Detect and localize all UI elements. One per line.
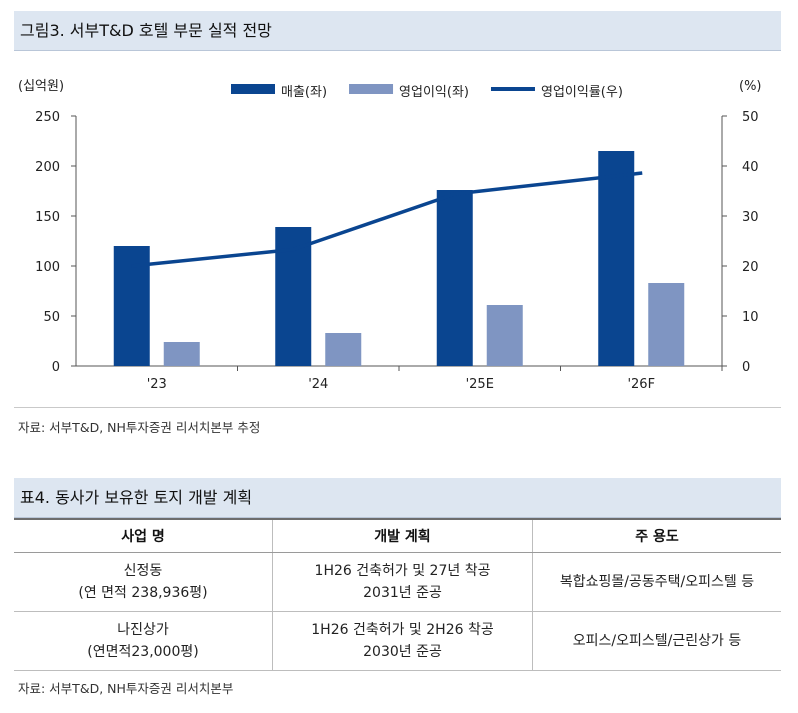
table-row: 신정동 (연 면적 238,936평) 1H26 건축허가 및 27년 착공 2… <box>14 552 781 612</box>
land-development-table: 사업 명 개발 계획 주 용도 신정동 (연 면적 238,936평) 1H26… <box>14 518 781 671</box>
main-use-cell: 복합쇼핑몰/공동주택/오피스텔 등 <box>532 552 781 612</box>
project-name-cell: 신정동 (연 면적 238,936평) <box>14 552 273 612</box>
figure-title: 그림3. 서부T&D 호텔 부문 실적 전망 <box>14 11 781 51</box>
chart-bottom-divider <box>14 407 781 408</box>
right-tick-label: 40 <box>742 160 759 175</box>
left-tick-label: 150 <box>35 210 60 225</box>
development-plan-cell: 1H26 건축허가 및 2H26 착공 2030년 준공 <box>272 611 533 671</box>
right-tick-label: 20 <box>742 260 759 275</box>
left-tick-label: 200 <box>35 160 60 175</box>
table-header-row: 사업 명 개발 계획 주 용도 <box>14 518 781 553</box>
x-tick-label: '23 <box>147 377 167 392</box>
legend-swatch-1 <box>349 84 394 94</box>
plan-completion: 2030년 준공 <box>363 644 442 660</box>
left-tick-label: 100 <box>35 260 60 275</box>
table-source: 자료: 서부T&D, NH투자증권 리서치본부 <box>18 681 234 696</box>
right-tick-label: 0 <box>742 360 750 375</box>
bar-operating-profit <box>325 333 362 366</box>
right-tick-label: 50 <box>742 110 759 125</box>
project-name: 나진상가 <box>117 622 169 638</box>
project-area: (연 면적 238,936평) <box>78 585 208 601</box>
revenue-profit-chart: 0 50 100 150 200 250 0 10 20 30 40 50 (십억원) (%) '23 '24… <box>18 79 762 392</box>
header-main-use: 주 용도 <box>532 518 781 553</box>
left-tick-label: 250 <box>35 110 60 125</box>
line-operating-margin <box>131 171 643 268</box>
legend-swatch-0 <box>231 84 275 94</box>
table-title: 표4. 동사가 보유한 토지 개발 계획 <box>14 478 781 518</box>
chart-layer: 0 50 100 150 200 250 0 10 20 30 40 50 (십억원) (%) '23 '24… <box>18 79 762 392</box>
left-tick-label: 0 <box>52 360 60 375</box>
plan-permit: 1H26 건축허가 및 27년 착공 <box>314 563 491 579</box>
project-name-cell: 나진상가 (연면적23,000평) <box>14 611 273 671</box>
right-tick-label: 30 <box>742 210 759 225</box>
right-axis-unit: (%) <box>739 79 762 94</box>
bar-operating-profit <box>163 342 200 366</box>
bar-operating-profit <box>648 283 685 366</box>
x-tick-label: '25E <box>466 377 494 392</box>
project-area: (연면적23,000평) <box>87 644 199 660</box>
project-name: 신정동 <box>123 563 163 579</box>
x-tick-label: '24 <box>308 377 328 392</box>
header-development-plan: 개발 계획 <box>272 518 533 553</box>
bar-operating-profit <box>486 305 523 366</box>
right-tick-label: 10 <box>742 310 759 325</box>
header-project-name: 사업 명 <box>14 518 273 553</box>
main-use-cell: 오피스/오피스텔/근린상가 등 <box>532 611 781 671</box>
legend-label: 영업이익률(우) <box>541 85 623 100</box>
bar-revenue <box>598 151 635 366</box>
plan-permit: 1H26 건축허가 및 2H26 착공 <box>311 622 494 638</box>
legend-label: 영업이익(좌) <box>399 85 469 100</box>
chart-source: 자료: 서부T&D, NH투자증권 리서치본부 추정 <box>18 420 261 435</box>
legend-label: 매출(좌) <box>281 85 327 100</box>
table-row: 나진상가 (연면적23,000평) 1H26 건축허가 및 2H26 착공 20… <box>14 611 781 671</box>
development-plan-cell: 1H26 건축허가 및 27년 착공 2031년 준공 <box>272 552 533 612</box>
bar-revenue <box>436 190 473 366</box>
x-tick-label: '26F <box>627 377 655 392</box>
left-axis-unit: (십억원) <box>18 79 64 94</box>
left-tick-label: 50 <box>43 310 60 325</box>
plan-completion: 2031년 준공 <box>363 585 442 601</box>
